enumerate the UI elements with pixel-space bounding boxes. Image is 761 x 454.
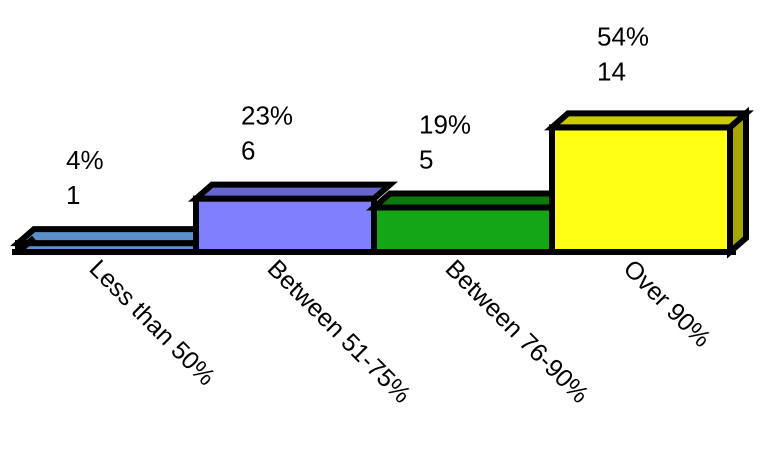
bar-top-face — [10, 226, 220, 247]
category-label: Less than 50% — [84, 254, 221, 391]
percent-label: 23% — [241, 101, 293, 131]
count-label: 1 — [66, 180, 80, 210]
bar-side-face — [727, 106, 749, 259]
count-label: 5 — [419, 145, 433, 175]
count-label: 6 — [241, 136, 255, 166]
bar-front-face — [193, 195, 377, 255]
bar-1 — [10, 226, 220, 255]
floor-edge — [16, 235, 36, 255]
category-label: Between 51-75% — [262, 254, 416, 408]
category-label: Over 90% — [618, 254, 716, 352]
percent-label: 19% — [419, 110, 471, 140]
percent-label: 4% — [66, 145, 104, 175]
bar-2 — [188, 181, 398, 255]
category-label: Between 76-90% — [440, 254, 594, 408]
bar-4 — [544, 106, 754, 259]
bar-top-face — [188, 181, 398, 202]
bar-front-face — [549, 124, 733, 255]
bar-front-face — [371, 204, 555, 255]
bar-top-face — [544, 110, 754, 131]
bar-top-face — [366, 190, 576, 211]
bar-3 — [366, 190, 576, 255]
percent-label: 54% — [597, 21, 649, 51]
count-label: 14 — [597, 56, 626, 86]
